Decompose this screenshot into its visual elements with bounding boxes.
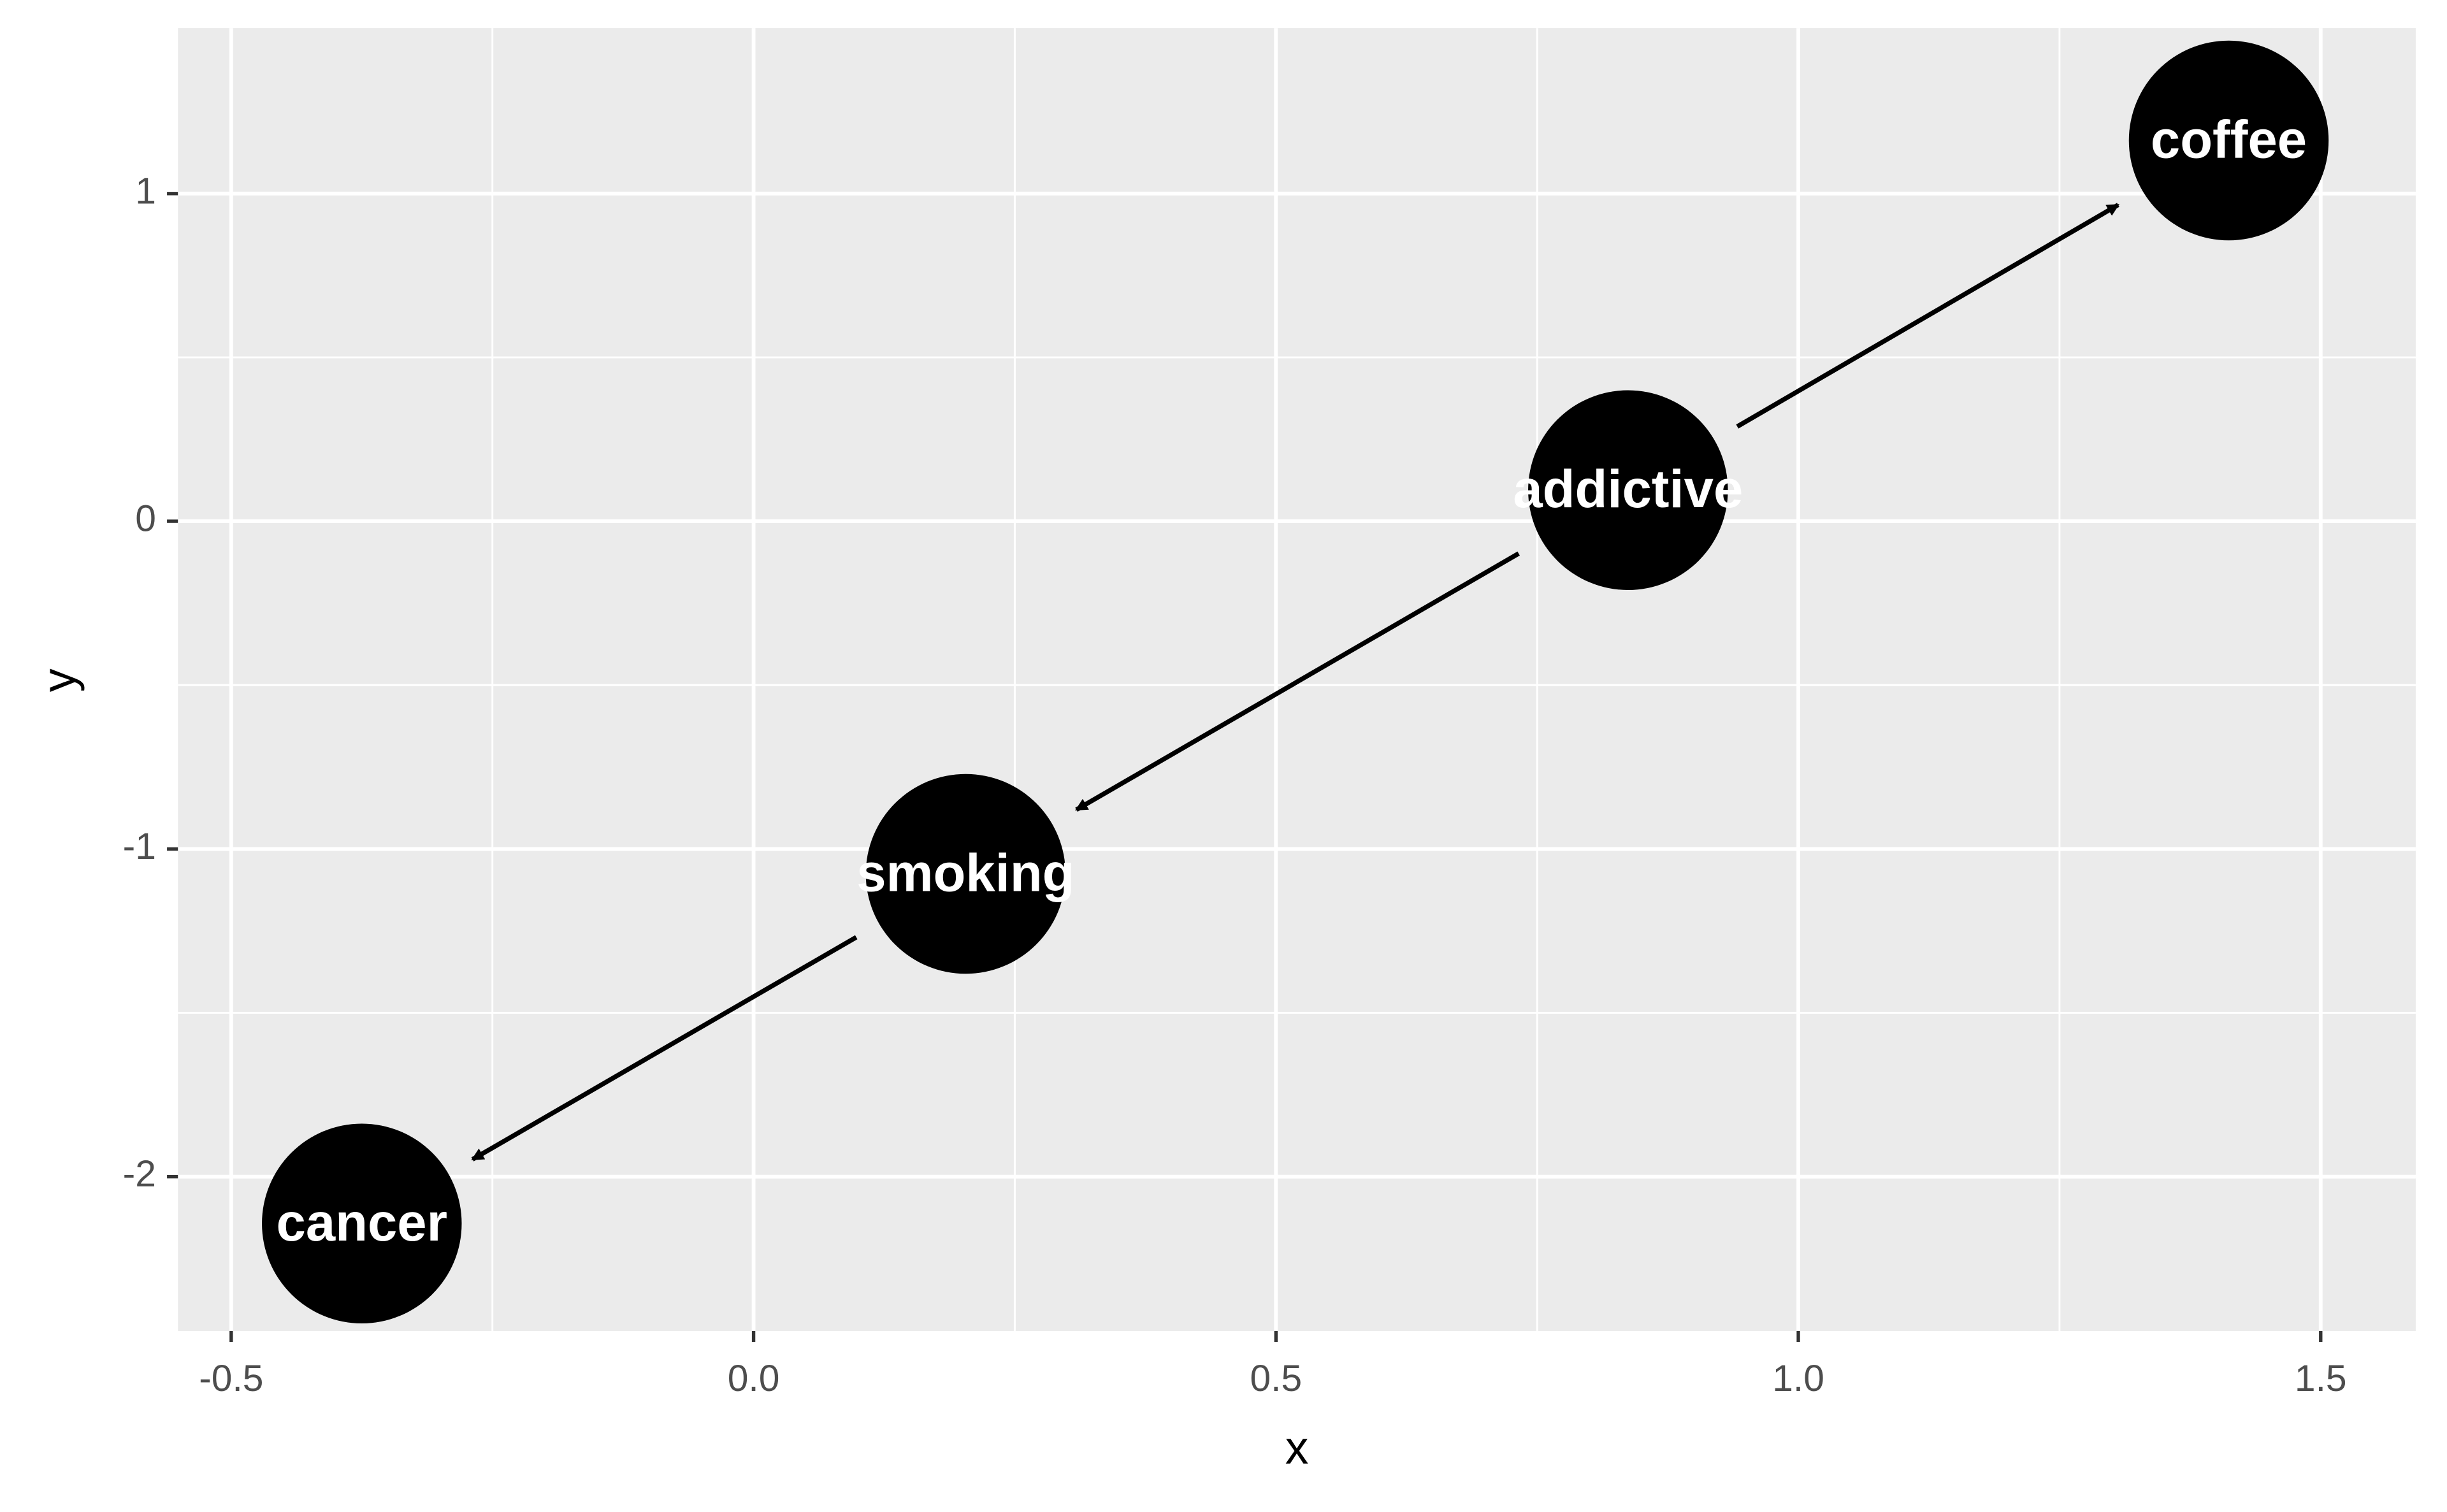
y-axis-title: y bbox=[32, 668, 85, 692]
y-tick-label: 1 bbox=[135, 170, 156, 212]
y-tick-label: -1 bbox=[123, 826, 156, 867]
edge bbox=[1075, 551, 1520, 812]
x-tick-label: 0.5 bbox=[1250, 1358, 1302, 1399]
node bbox=[865, 774, 1066, 974]
x-tick-label: 0.0 bbox=[728, 1358, 780, 1399]
x-tick-label: 1.0 bbox=[1772, 1358, 1824, 1399]
edge bbox=[471, 935, 858, 1162]
x-tick-label: -0.5 bbox=[199, 1358, 263, 1399]
y-tick-label: -2 bbox=[123, 1153, 156, 1195]
x-axis-title: x bbox=[1285, 1421, 1309, 1474]
node bbox=[2128, 40, 2329, 241]
node-label: addictive bbox=[1513, 459, 1743, 519]
x-tick-label: 1.5 bbox=[2295, 1358, 2347, 1399]
edge bbox=[1736, 203, 2120, 429]
node bbox=[262, 1123, 462, 1323]
node-label: cancer bbox=[277, 1193, 447, 1252]
node bbox=[1528, 390, 1728, 590]
node-label: coffee bbox=[2151, 110, 2307, 169]
node-label: smoking bbox=[856, 843, 1074, 902]
y-tick-label: 0 bbox=[135, 498, 156, 540]
